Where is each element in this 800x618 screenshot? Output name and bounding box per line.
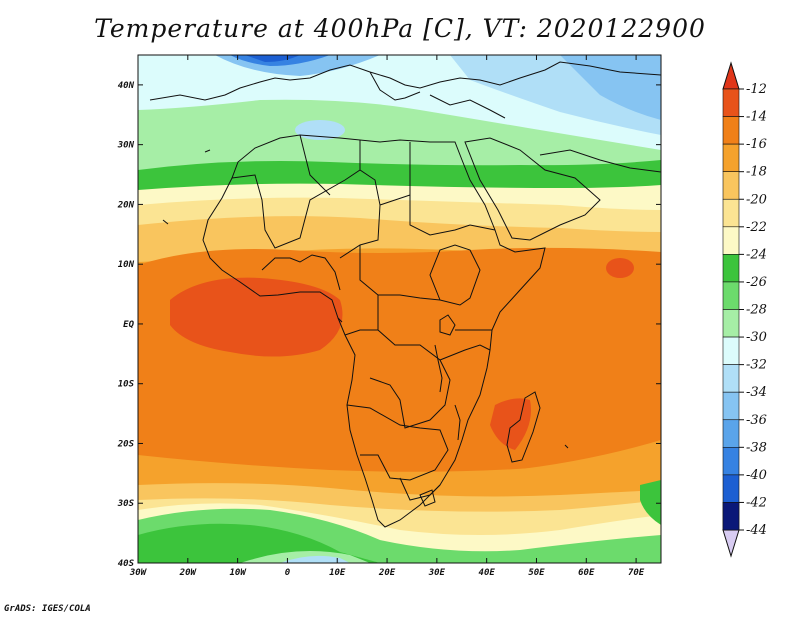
colorbar-label: -22 [746, 220, 767, 235]
colorbar-bottom-arrow [722, 529, 740, 558]
lon-label: 10E [329, 568, 346, 578]
colorbar-label: -34 [746, 385, 767, 400]
chart-title: Temperature at 400hPa [C], VT: 202012290… [94, 14, 706, 43]
colorbar-swatch [722, 88, 740, 117]
lon-label: 30W [129, 568, 148, 578]
colorbar-swatch [722, 116, 740, 145]
colorbar-swatch [722, 226, 740, 255]
lon-label: 30E [428, 568, 446, 578]
grads-credit: GrADS: IGES/COLA [4, 604, 91, 614]
lat-label: 40S [118, 559, 135, 569]
lon-label: 60E [578, 568, 595, 578]
lat-label: EQ [123, 320, 134, 330]
lon-label: 0 [285, 568, 291, 578]
colorbar-label: -26 [746, 275, 767, 290]
temperature-field [138, 55, 661, 563]
colorbar-swatch [722, 171, 740, 200]
lon-label: 50E [528, 568, 545, 578]
colorbar-swatch [722, 364, 740, 393]
lon-label: 70E [628, 568, 645, 578]
colorbar-swatch [722, 143, 740, 172]
colorbar-label: -40 [746, 468, 767, 483]
colorbar: -12 -14 -16 -18 -20 -22 -24 -26 -28 -30 -32 -34 -36 -… [722, 61, 767, 558]
colorbar-label: -28 [746, 303, 767, 318]
coastlines [149, 61, 661, 528]
colorbar-swatch [722, 336, 740, 365]
colorbar-swatch [722, 391, 740, 421]
colorbar-swatch [722, 198, 740, 228]
colorbar-label: -20 [746, 192, 767, 207]
lon-label: 20E [378, 568, 396, 578]
colorbar-label: -12 [746, 82, 767, 97]
colorbar-label: -18 [746, 165, 767, 180]
lat-label: 40N [118, 81, 135, 91]
lon-label: 20W [179, 568, 198, 578]
colorbar-top-arrow [722, 61, 740, 90]
longitude-labels: 30W 20W 10W 0 10E 20E 30E 40E 50E 60E 70E [129, 568, 645, 578]
colorbar-label: -36 [746, 413, 767, 428]
colorbar-swatch [722, 419, 740, 448]
lat-label: 30S [117, 499, 135, 509]
lat-label: 20S [117, 439, 135, 449]
colorbar-swatch [722, 254, 740, 283]
lat-label: 10N [118, 260, 135, 270]
lon-label: 10W [229, 568, 247, 578]
lat-label: 10S [118, 380, 135, 390]
colorbar-label: -44 [746, 523, 767, 538]
lat-label: 20N [117, 200, 135, 210]
colorbar-swatch [722, 309, 740, 338]
colorbar-label: -38 [746, 440, 767, 455]
colorbar-label: -14 [746, 110, 767, 125]
colorbar-swatch [722, 281, 740, 310]
colorbar-label: -16 [746, 137, 767, 152]
colorbar-label: -30 [746, 330, 767, 345]
lat-label: 30N [117, 141, 135, 151]
colorbar-swatch [722, 447, 740, 476]
latitude-labels: 40N 30N 20N 10N EQ 10S 20S 30S 40S [117, 81, 135, 569]
axis-ticks [137, 55, 661, 564]
colorbar-swatch [722, 474, 740, 503]
map-frame [137, 54, 662, 564]
colorbar-label: -42 [746, 495, 767, 510]
lon-label: 40E [479, 568, 496, 578]
colorbar-swatch [722, 502, 740, 531]
colorbar-label: -32 [746, 358, 767, 373]
colorbar-label: -24 [746, 247, 767, 262]
